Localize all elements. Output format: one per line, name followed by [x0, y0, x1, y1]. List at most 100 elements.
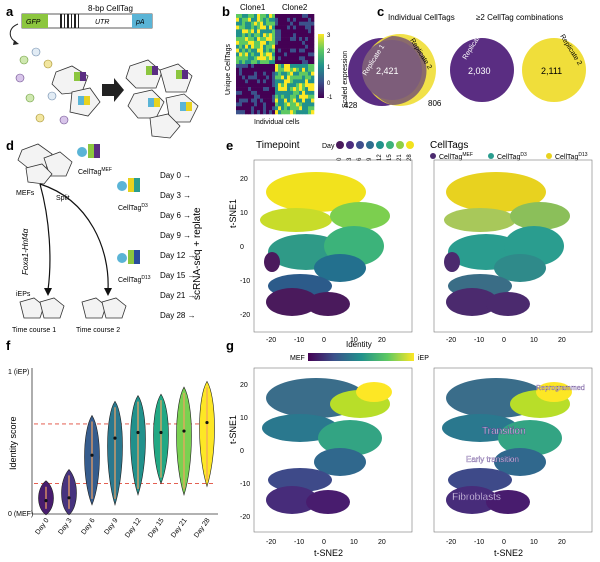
heatmap-cell — [254, 48, 258, 53]
heatmap-cell — [302, 110, 306, 115]
heatmap-cell — [308, 79, 312, 84]
g-axis-ticks: -20 -10 0 10 20 -20 -10 0 10 20 20 10 0 -10 -20 — [240, 382, 566, 546]
heatmap-cell — [266, 33, 270, 38]
heatmap-cell — [269, 79, 273, 84]
heatmap-cell — [296, 90, 300, 96]
heatmap-cell — [284, 75, 288, 80]
day-legend-dot — [356, 141, 364, 149]
y-tick-label: -20 — [240, 514, 250, 521]
heatmap-cell — [248, 79, 252, 84]
tag-blue-2 — [148, 98, 154, 107]
heatmap-cell — [269, 71, 273, 76]
heatmap-cell — [269, 106, 273, 111]
heatmap-cell — [272, 56, 276, 61]
heatmap-cell — [299, 52, 303, 57]
heatmap-cell — [248, 14, 252, 19]
heatmap-cell — [269, 94, 273, 99]
heatmap-cell — [278, 33, 282, 38]
heatmap-cell — [308, 102, 312, 107]
heatmap-cell — [281, 64, 285, 69]
violin-median — [67, 496, 71, 500]
heatmap-cell — [239, 83, 243, 88]
heatmap-cell — [245, 67, 249, 72]
heatmap-cell — [251, 67, 255, 72]
heatmap-cell — [302, 37, 306, 42]
gfp-label: GFP — [26, 19, 41, 26]
heatmap-cell — [248, 29, 252, 34]
heatmap-cell — [290, 106, 294, 111]
heatmap-cell — [248, 37, 252, 42]
heatmap-cell — [299, 40, 303, 46]
heatmap-cell — [296, 75, 300, 80]
heatmap-cell — [296, 40, 300, 46]
heatmap-cell — [254, 90, 258, 96]
heatmap-cell — [260, 33, 264, 38]
heatmap-cell — [296, 37, 300, 42]
heatmap-cell — [248, 98, 252, 103]
heatmap-cell — [311, 25, 315, 30]
heatmap-cell — [245, 83, 249, 88]
heatmap-cell — [260, 67, 264, 72]
heatmap-cell — [305, 40, 309, 46]
heatmap-cell — [245, 48, 249, 53]
y-tick-label: 10 — [240, 210, 248, 217]
day-item: Day 12 → — [160, 251, 196, 260]
day-legend-tick: 9 — [367, 157, 373, 161]
y-tick-label: 0 — [240, 244, 244, 251]
heatmap-cell — [248, 44, 252, 49]
heatmap-cell — [242, 52, 246, 57]
day-legend-dot — [346, 141, 354, 149]
heatmap-cell — [272, 79, 276, 84]
heatmap-cell — [290, 75, 294, 80]
tsne-celltags — [433, 159, 593, 333]
celltag-legend-dot — [488, 153, 494, 159]
heatmap-cell — [263, 67, 267, 72]
heatmap-cell — [275, 79, 279, 84]
heatmap-cell — [242, 94, 246, 99]
heatmap-cell — [275, 56, 279, 61]
iep-cells-2 — [81, 297, 127, 319]
heatmap-cell — [245, 21, 249, 26]
heatmap-cell — [275, 71, 279, 76]
panel-g: Identity MEF iEP t-SNE1 t-SNE2 t-SNE2 — [228, 340, 593, 558]
heatmap-cell — [278, 94, 282, 99]
heatmap-cell — [269, 44, 273, 49]
heatmap-cell — [251, 75, 255, 80]
heatmap-cell — [245, 87, 249, 92]
heatmap-cell — [302, 106, 306, 111]
heatmap-cell — [275, 60, 279, 65]
virus-particles — [15, 47, 69, 125]
transduction-arrow — [9, 23, 19, 43]
heatmap-cell — [275, 14, 279, 19]
heatmap-cell — [236, 29, 240, 34]
heatmap-cell — [263, 79, 267, 84]
heatmap-cell — [266, 64, 270, 69]
heatmap-cell — [242, 29, 246, 34]
heatmap-cell — [242, 83, 246, 88]
heatmap-cell — [302, 25, 306, 30]
heatmap-cell — [254, 79, 258, 84]
heatmap-cell — [290, 29, 294, 34]
x-tick-label: -20 — [446, 337, 456, 344]
heatmap-cell — [311, 64, 315, 69]
heatmap-cell — [236, 44, 240, 49]
heatmap-cell — [290, 14, 294, 19]
heatmap-cell — [305, 14, 309, 19]
pa-segment — [132, 14, 152, 28]
venn-left-title: Individual CellTags — [388, 13, 455, 22]
heatmap-cell — [236, 56, 240, 61]
heatmap-cell — [302, 14, 306, 19]
heatmap-cell — [245, 75, 249, 80]
heatmap-cell — [263, 37, 267, 42]
heatmap-cell — [254, 25, 258, 30]
heatmap-cell — [239, 110, 243, 115]
panel-letter-g: g — [226, 338, 234, 353]
x-tick-label: 20 — [378, 337, 386, 344]
heatmap-cell — [236, 94, 240, 99]
heatmap-xlabel: Individual cells — [254, 119, 300, 126]
heatmap-cell — [305, 110, 309, 115]
heatmap-cell — [239, 64, 243, 69]
heatmap-cell — [302, 60, 306, 65]
heatmap-cell — [302, 33, 306, 38]
heatmap-cell — [239, 29, 243, 34]
